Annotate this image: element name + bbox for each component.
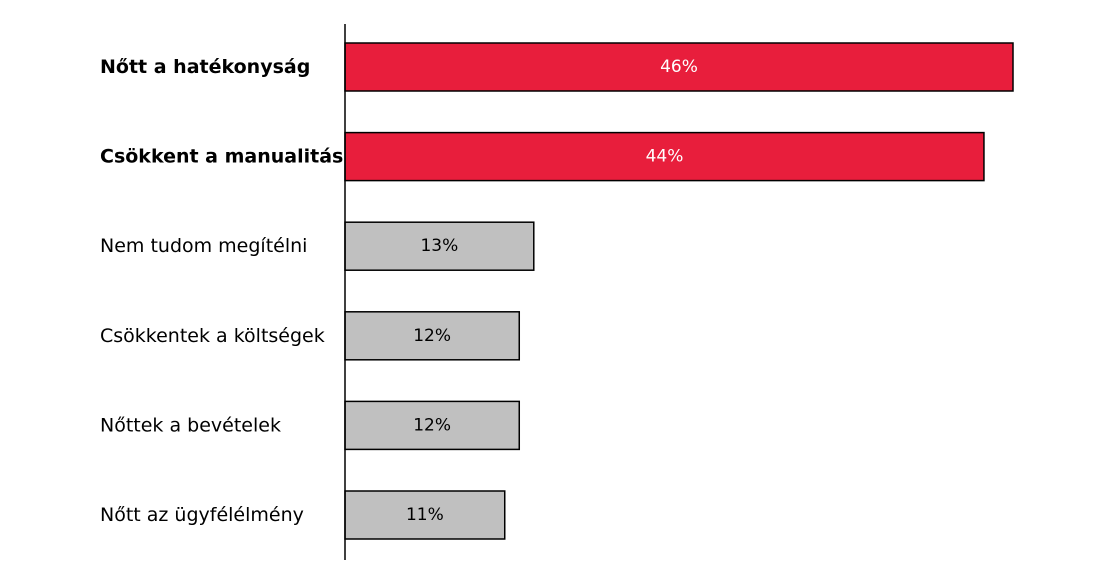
bar-4 [344,311,521,361]
bar-5 [344,400,521,451]
value-label-2: 44% [646,147,684,167]
bar-3 [344,221,535,271]
bar-2 [344,131,985,182]
bars-group [344,42,1014,540]
value-label-6: 11% [406,505,444,525]
value-label-5: 12% [413,415,451,435]
category-label-5: Nőttek a bevételek [100,414,281,436]
value-label-4: 12% [413,326,451,346]
category-label-2: Csökkent a manualitás [100,146,343,168]
category-label-4: Csökkentek a költségek [100,325,325,347]
category-label-3: Nem tudom megítélni [100,235,307,257]
value-label-3: 13% [420,236,458,256]
bar-1 [344,42,1014,92]
category-labels-group: Nőtt a hatékonyság Csökkent a manualitás N… [100,56,343,526]
category-label-6: Nőtt az ügyfélélmény [100,504,304,526]
value-label-1: 46% [660,57,698,77]
value-labels-group: 46% 44% 13% 12% 12% 11% [406,57,698,525]
category-label-1: Nőtt a hatékonyság [100,56,310,78]
